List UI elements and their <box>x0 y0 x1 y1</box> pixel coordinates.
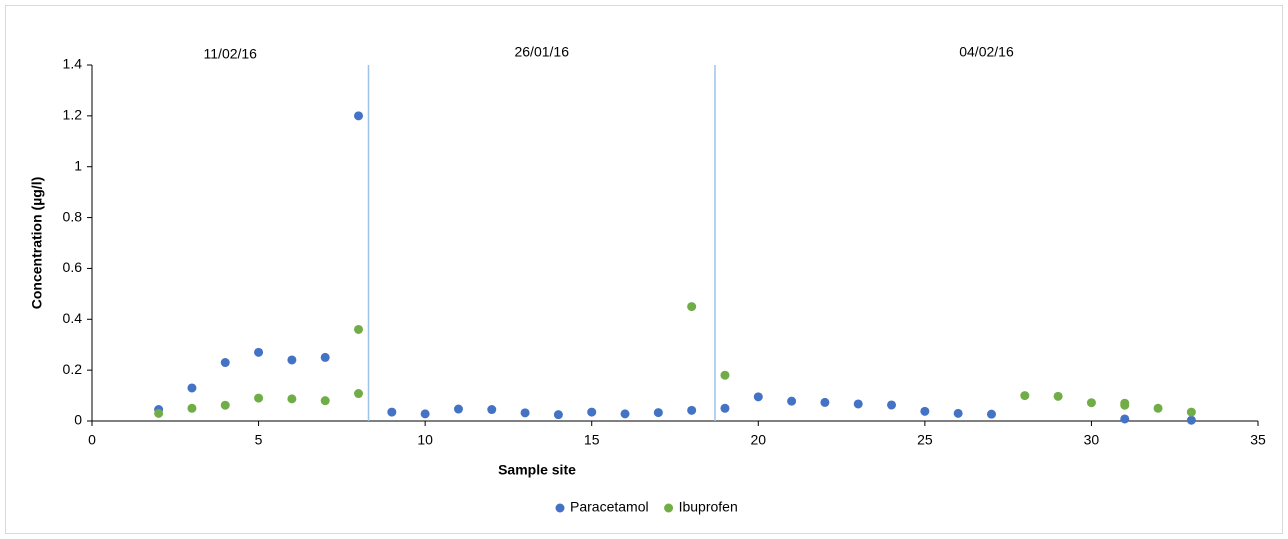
point <box>1053 391 1063 401</box>
point <box>653 408 663 418</box>
point <box>354 389 364 399</box>
x-tick-label: 10 <box>417 432 433 448</box>
y-tick-label: 0 <box>74 412 82 428</box>
point <box>354 324 364 334</box>
point <box>1086 398 1096 408</box>
point <box>1186 415 1196 425</box>
point <box>187 403 197 413</box>
legend-marker <box>555 503 565 513</box>
point <box>453 404 463 414</box>
point <box>753 392 763 402</box>
point <box>287 394 297 404</box>
x-tick-label: 25 <box>917 432 933 448</box>
x-tick-label: 5 <box>255 432 263 448</box>
x-tick-label: 30 <box>1084 432 1100 448</box>
point <box>387 407 397 417</box>
point <box>620 409 630 419</box>
point <box>420 409 430 419</box>
point <box>587 407 597 417</box>
legend-label: Paracetamol <box>570 499 649 515</box>
point <box>887 400 897 410</box>
x-tick-label: 20 <box>750 432 766 448</box>
point <box>187 383 197 393</box>
point <box>487 405 497 415</box>
y-tick-label: 1.2 <box>63 107 83 123</box>
annotation: 26/01/16 <box>514 44 569 60</box>
point <box>687 302 697 312</box>
point <box>953 408 963 418</box>
point <box>687 405 697 415</box>
legend-label: Ibuprofen <box>679 499 738 515</box>
point <box>853 399 863 409</box>
x-tick-label: 15 <box>584 432 600 448</box>
point <box>320 352 330 362</box>
point <box>720 370 730 380</box>
point <box>1120 400 1130 410</box>
point <box>553 410 563 420</box>
y-tick-label: 0.6 <box>63 259 83 275</box>
y-tick-label: 0.2 <box>63 361 83 377</box>
y-tick-label: 1 <box>74 157 82 173</box>
point <box>320 396 330 406</box>
y-tick-label: 0.4 <box>63 310 83 326</box>
point <box>220 400 230 410</box>
point <box>920 406 930 416</box>
point <box>254 393 264 403</box>
point <box>220 358 230 368</box>
point <box>154 408 164 418</box>
annotation: 11/02/16 <box>204 46 258 62</box>
point <box>287 355 297 365</box>
y-tick-label: 0.8 <box>63 208 83 224</box>
point <box>1186 407 1196 417</box>
legend-marker <box>664 503 674 513</box>
point <box>787 396 797 406</box>
point <box>820 397 830 407</box>
point <box>720 403 730 413</box>
annotation: 04/02/16 <box>959 44 1014 60</box>
x-tick-label: 35 <box>1250 432 1266 448</box>
point <box>520 408 530 418</box>
chart-border <box>5 5 1283 534</box>
point <box>1020 391 1030 401</box>
y-tick-label: 1.4 <box>63 56 83 72</box>
point <box>1120 414 1130 424</box>
point <box>354 111 364 121</box>
point <box>254 347 264 357</box>
x-axis-label: Sample site <box>498 462 576 478</box>
y-axis-label: Concentration (µg/l) <box>29 177 45 310</box>
x-tick-label: 0 <box>88 432 96 448</box>
point <box>986 409 996 419</box>
point <box>1153 403 1163 413</box>
